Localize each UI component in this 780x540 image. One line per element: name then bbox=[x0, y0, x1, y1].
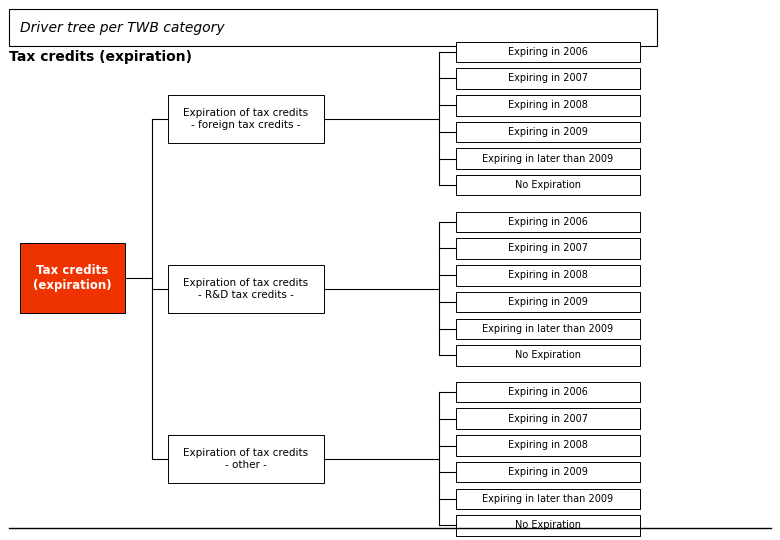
FancyBboxPatch shape bbox=[456, 319, 640, 339]
FancyBboxPatch shape bbox=[456, 265, 640, 286]
Text: Tax credits (expiration): Tax credits (expiration) bbox=[9, 50, 193, 64]
Text: Expiring in 2008: Expiring in 2008 bbox=[508, 271, 588, 280]
Text: Expiring in 2009: Expiring in 2009 bbox=[508, 297, 588, 307]
Text: Expiration of tax credits
- other -: Expiration of tax credits - other - bbox=[183, 448, 308, 470]
Text: Expiration of tax credits
- foreign tax credits -: Expiration of tax credits - foreign tax … bbox=[183, 108, 308, 130]
FancyBboxPatch shape bbox=[456, 435, 640, 456]
FancyBboxPatch shape bbox=[9, 9, 657, 46]
Text: Expiring in 2009: Expiring in 2009 bbox=[508, 467, 588, 477]
Text: Expiring in 2007: Expiring in 2007 bbox=[508, 244, 588, 253]
Text: No Expiration: No Expiration bbox=[515, 521, 581, 530]
FancyBboxPatch shape bbox=[168, 94, 324, 143]
Text: Expiring in later than 2009: Expiring in later than 2009 bbox=[482, 324, 614, 334]
FancyBboxPatch shape bbox=[456, 148, 640, 169]
Text: Expiring in 2006: Expiring in 2006 bbox=[508, 387, 588, 397]
Text: Expiring in 2008: Expiring in 2008 bbox=[508, 441, 588, 450]
FancyBboxPatch shape bbox=[456, 515, 640, 536]
Text: Expiring in later than 2009: Expiring in later than 2009 bbox=[482, 154, 614, 164]
Text: Expiring in 2006: Expiring in 2006 bbox=[508, 47, 588, 57]
Text: Expiring in 2008: Expiring in 2008 bbox=[508, 100, 588, 110]
FancyBboxPatch shape bbox=[168, 435, 324, 483]
Text: Expiring in 2006: Expiring in 2006 bbox=[508, 217, 588, 227]
FancyBboxPatch shape bbox=[456, 68, 640, 89]
Text: Expiration of tax credits
- R&D tax credits -: Expiration of tax credits - R&D tax cred… bbox=[183, 278, 308, 300]
Text: Driver tree per TWB category: Driver tree per TWB category bbox=[20, 21, 224, 35]
Text: Tax credits
(expiration): Tax credits (expiration) bbox=[33, 264, 112, 292]
Text: Expiring in 2007: Expiring in 2007 bbox=[508, 414, 588, 423]
FancyBboxPatch shape bbox=[456, 462, 640, 482]
FancyBboxPatch shape bbox=[456, 42, 640, 62]
Text: Expiring in 2007: Expiring in 2007 bbox=[508, 73, 588, 83]
FancyBboxPatch shape bbox=[456, 238, 640, 259]
Text: Expiring in 2009: Expiring in 2009 bbox=[508, 127, 588, 137]
FancyBboxPatch shape bbox=[456, 408, 640, 429]
FancyBboxPatch shape bbox=[456, 489, 640, 509]
FancyBboxPatch shape bbox=[456, 382, 640, 402]
FancyBboxPatch shape bbox=[456, 95, 640, 116]
Text: No Expiration: No Expiration bbox=[515, 350, 581, 360]
FancyBboxPatch shape bbox=[456, 212, 640, 232]
FancyBboxPatch shape bbox=[20, 243, 125, 313]
FancyBboxPatch shape bbox=[456, 292, 640, 312]
Text: Expiring in later than 2009: Expiring in later than 2009 bbox=[482, 494, 614, 504]
FancyBboxPatch shape bbox=[456, 175, 640, 195]
FancyBboxPatch shape bbox=[168, 265, 324, 313]
Text: No Expiration: No Expiration bbox=[515, 180, 581, 190]
FancyBboxPatch shape bbox=[456, 122, 640, 142]
FancyBboxPatch shape bbox=[456, 345, 640, 366]
